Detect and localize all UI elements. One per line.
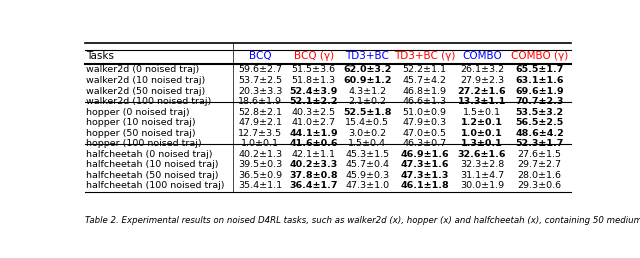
Text: 45.7±0.4: 45.7±0.4 [345, 160, 389, 169]
Text: 41.0±2.7: 41.0±2.7 [292, 118, 335, 127]
Text: 36.4±1.7: 36.4±1.7 [289, 181, 338, 190]
Text: 47.3±1.3: 47.3±1.3 [401, 171, 449, 180]
Text: Table 2. Experimental results on noised D4RL tasks, such as walker2d (x), hopper: Table 2. Experimental results on noised … [85, 216, 640, 225]
Text: walker2d (100 noised traj): walker2d (100 noised traj) [86, 97, 211, 106]
Text: 15.4±0.5: 15.4±0.5 [345, 118, 389, 127]
Text: walker2d (0 noised traj): walker2d (0 noised traj) [86, 66, 199, 75]
Text: walker2d (50 noised traj): walker2d (50 noised traj) [86, 86, 205, 95]
Text: 47.9±2.1: 47.9±2.1 [238, 118, 282, 127]
Text: 56.5±2.5: 56.5±2.5 [515, 118, 564, 127]
Text: 45.3±1.5: 45.3±1.5 [345, 150, 389, 159]
Text: walker2d (10 noised traj): walker2d (10 noised traj) [86, 76, 205, 85]
Text: 46.1±1.8: 46.1±1.8 [400, 181, 449, 190]
Text: Tasks: Tasks [86, 51, 114, 61]
Text: halfcheetah (50 noised traj): halfcheetah (50 noised traj) [86, 171, 218, 180]
Text: 52.8±2.1: 52.8±2.1 [238, 108, 282, 117]
Text: 1.5±0.4: 1.5±0.4 [348, 139, 386, 148]
Text: 1.5±0.1: 1.5±0.1 [463, 108, 501, 117]
Text: 60.9±1.2: 60.9±1.2 [343, 76, 392, 85]
Text: BCQ (γ): BCQ (γ) [294, 51, 333, 61]
Text: 47.3±1.6: 47.3±1.6 [401, 160, 449, 169]
Text: 30.0±1.9: 30.0±1.9 [460, 181, 504, 190]
Text: 44.1±1.9: 44.1±1.9 [289, 129, 338, 138]
Text: 39.5±0.3: 39.5±0.3 [238, 160, 282, 169]
Text: 45.7±4.2: 45.7±4.2 [403, 76, 447, 85]
Text: 35.4±1.1: 35.4±1.1 [238, 181, 282, 190]
Text: 70.7±2.3: 70.7±2.3 [515, 97, 564, 106]
Text: 3.0±0.2: 3.0±0.2 [348, 129, 386, 138]
Text: 1.3±0.1: 1.3±0.1 [461, 139, 503, 148]
Text: 48.6±4.2: 48.6±4.2 [515, 129, 564, 138]
Text: 32.6±1.6: 32.6±1.6 [458, 150, 506, 159]
Text: 26.1±3.2: 26.1±3.2 [460, 66, 504, 75]
Text: COMBO (γ): COMBO (γ) [511, 51, 568, 61]
Text: 27.2±1.6: 27.2±1.6 [458, 86, 506, 95]
Text: hopper (100 noised traj): hopper (100 noised traj) [86, 139, 202, 148]
Text: COMBO: COMBO [462, 51, 502, 61]
Text: 46.9±1.6: 46.9±1.6 [400, 150, 449, 159]
Text: hopper (10 noised traj): hopper (10 noised traj) [86, 118, 196, 127]
Text: 2.1±0.2: 2.1±0.2 [348, 97, 386, 106]
Text: 12.7±3.5: 12.7±3.5 [238, 129, 282, 138]
Text: 29.7±2.7: 29.7±2.7 [518, 160, 561, 169]
Text: 37.8±0.8: 37.8±0.8 [289, 171, 338, 180]
Text: 69.6±1.9: 69.6±1.9 [515, 86, 564, 95]
Text: 52.4±3.9: 52.4±3.9 [289, 86, 338, 95]
Text: 47.3±1.0: 47.3±1.0 [345, 181, 389, 190]
Text: 62.0±3.2: 62.0±3.2 [343, 66, 391, 75]
Text: 20.3±3.3: 20.3±3.3 [238, 86, 282, 95]
Text: 1.2±0.1: 1.2±0.1 [461, 118, 503, 127]
Text: hopper (50 noised traj): hopper (50 noised traj) [86, 129, 196, 138]
Text: 52.3±1.7: 52.3±1.7 [515, 139, 564, 148]
Text: 13.3±1.1: 13.3±1.1 [458, 97, 506, 106]
Text: 27.6±1.5: 27.6±1.5 [518, 150, 561, 159]
Text: halfcheetah (10 noised traj): halfcheetah (10 noised traj) [86, 160, 218, 169]
Text: 28.0±1.6: 28.0±1.6 [518, 171, 561, 180]
Text: 31.1±4.7: 31.1±4.7 [460, 171, 504, 180]
Text: hopper (0 noised traj): hopper (0 noised traj) [86, 108, 189, 117]
Text: 59.6±2.7: 59.6±2.7 [238, 66, 282, 75]
Text: 1.0±0.1: 1.0±0.1 [241, 139, 279, 148]
Text: 32.3±2.8: 32.3±2.8 [460, 160, 504, 169]
Text: 36.5±0.9: 36.5±0.9 [238, 171, 282, 180]
Text: 29.3±0.6: 29.3±0.6 [517, 181, 561, 190]
Text: 63.1±1.6: 63.1±1.6 [515, 76, 564, 85]
Text: 52.1±2.2: 52.1±2.2 [289, 97, 338, 106]
Text: 53.5±3.2: 53.5±3.2 [515, 108, 564, 117]
Text: 47.0±0.5: 47.0±0.5 [403, 129, 447, 138]
Text: 51.0±0.9: 51.0±0.9 [403, 108, 447, 117]
Text: halfcheetah (100 noised traj): halfcheetah (100 noised traj) [86, 181, 225, 190]
Text: 51.8±1.3: 51.8±1.3 [292, 76, 336, 85]
Text: 65.5±1.7: 65.5±1.7 [515, 66, 564, 75]
Text: 4.3±1.2: 4.3±1.2 [348, 86, 386, 95]
Text: 42.1±1.1: 42.1±1.1 [292, 150, 335, 159]
Text: 40.2±1.3: 40.2±1.3 [238, 150, 282, 159]
Text: 27.9±2.3: 27.9±2.3 [460, 76, 504, 85]
Text: 40.3±2.5: 40.3±2.5 [292, 108, 336, 117]
Text: 1.0±0.1: 1.0±0.1 [461, 129, 503, 138]
Text: 52.2±1.1: 52.2±1.1 [403, 66, 447, 75]
Text: TD3+BC: TD3+BC [345, 51, 389, 61]
Text: 51.5±3.6: 51.5±3.6 [292, 66, 336, 75]
Text: 47.9±0.3: 47.9±0.3 [403, 118, 447, 127]
Text: 46.8±1.9: 46.8±1.9 [403, 86, 447, 95]
Text: 40.2±3.3: 40.2±3.3 [289, 160, 338, 169]
Text: TD3+BC (γ): TD3+BC (γ) [394, 51, 455, 61]
Text: 46.3±0.7: 46.3±0.7 [403, 139, 447, 148]
Text: halfcheetah (0 noised traj): halfcheetah (0 noised traj) [86, 150, 212, 159]
Text: 45.9±0.3: 45.9±0.3 [345, 171, 389, 180]
Text: 52.5±1.8: 52.5±1.8 [343, 108, 392, 117]
Text: 41.6±0.6: 41.6±0.6 [289, 139, 338, 148]
Text: 46.6±1.3: 46.6±1.3 [403, 97, 447, 106]
Text: 53.7±2.5: 53.7±2.5 [238, 76, 282, 85]
Text: BCQ: BCQ [249, 51, 271, 61]
Text: 18.6±1.9: 18.6±1.9 [238, 97, 282, 106]
